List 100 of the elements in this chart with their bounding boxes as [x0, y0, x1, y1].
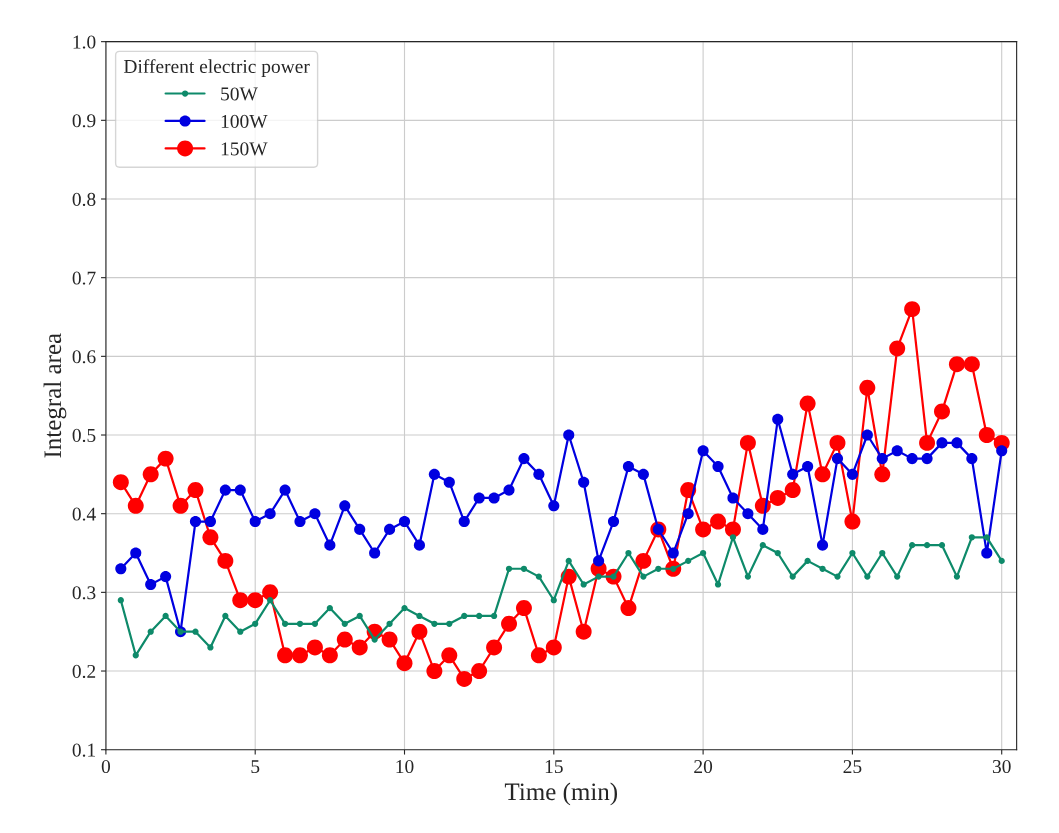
point	[396, 655, 413, 672]
point	[296, 620, 304, 627]
y-tick-label: 0.2	[72, 664, 96, 679]
point	[431, 620, 438, 627]
point	[535, 573, 542, 580]
point	[127, 497, 144, 514]
point	[204, 515, 216, 528]
point	[515, 600, 532, 617]
point	[356, 612, 363, 620]
point	[819, 565, 826, 572]
y-tick-label: 0.6	[72, 350, 96, 364]
point	[816, 539, 829, 551]
point	[247, 592, 264, 609]
point	[112, 474, 129, 491]
point	[996, 445, 1008, 457]
point	[279, 484, 291, 496]
point	[563, 429, 575, 441]
point	[575, 623, 592, 640]
point	[160, 571, 172, 583]
point	[413, 539, 425, 551]
point	[533, 468, 545, 480]
point	[802, 460, 814, 473]
point	[309, 508, 321, 520]
point	[879, 549, 886, 557]
point	[829, 434, 846, 451]
point	[861, 429, 873, 441]
point	[814, 466, 831, 483]
y-tick-label: 0.1	[72, 743, 96, 757]
point	[324, 539, 336, 551]
point	[411, 623, 428, 640]
y-tick-label: 0.3	[72, 586, 96, 600]
point	[187, 482, 204, 499]
point	[831, 453, 844, 465]
point	[518, 453, 530, 465]
x-tick-label: 30	[992, 759, 1011, 774]
point	[386, 620, 393, 627]
point	[934, 403, 950, 420]
point	[772, 413, 784, 425]
point	[655, 565, 662, 572]
point	[222, 612, 229, 620]
point	[622, 460, 635, 473]
point	[461, 612, 468, 620]
point	[147, 628, 154, 635]
point	[189, 515, 202, 528]
point	[580, 581, 587, 588]
legend-label: 100W	[221, 114, 268, 129]
point	[505, 565, 513, 572]
legend-label: 50W	[221, 87, 258, 101]
point	[963, 356, 980, 373]
point	[354, 523, 366, 535]
point	[607, 515, 620, 528]
y-tick-label: 0.9	[72, 114, 96, 128]
point	[548, 500, 560, 512]
point	[237, 628, 244, 635]
point	[145, 578, 157, 591]
point	[953, 573, 961, 580]
point	[281, 620, 289, 627]
point	[321, 647, 338, 664]
y-tick-label: 0.8	[72, 192, 96, 207]
point	[336, 631, 353, 648]
point	[339, 500, 351, 512]
point	[277, 647, 294, 664]
point	[921, 453, 933, 465]
point	[234, 484, 246, 496]
point	[488, 492, 500, 504]
point	[593, 555, 605, 567]
point	[381, 631, 398, 648]
point	[503, 484, 515, 496]
point	[441, 647, 458, 664]
point	[416, 612, 423, 620]
point	[443, 476, 455, 488]
point	[130, 547, 142, 559]
point	[876, 453, 888, 465]
point	[787, 468, 799, 480]
point	[369, 547, 381, 559]
y-tick-label: 0.5	[72, 428, 96, 443]
point	[774, 549, 781, 557]
point	[682, 508, 694, 520]
point	[789, 573, 796, 580]
point	[520, 565, 528, 572]
point	[968, 534, 975, 541]
point	[966, 453, 978, 465]
point	[249, 515, 261, 528]
point	[401, 604, 408, 612]
point	[769, 489, 786, 506]
point	[724, 521, 741, 538]
point	[476, 612, 483, 620]
point	[292, 647, 308, 664]
point	[742, 508, 754, 520]
point	[983, 534, 990, 541]
point	[938, 542, 946, 549]
point	[849, 549, 856, 557]
point	[458, 515, 470, 528]
point	[530, 647, 547, 664]
point	[426, 663, 443, 680]
point	[685, 557, 692, 565]
point	[620, 600, 637, 617]
point	[923, 542, 931, 549]
point	[948, 356, 965, 373]
point	[846, 468, 858, 480]
